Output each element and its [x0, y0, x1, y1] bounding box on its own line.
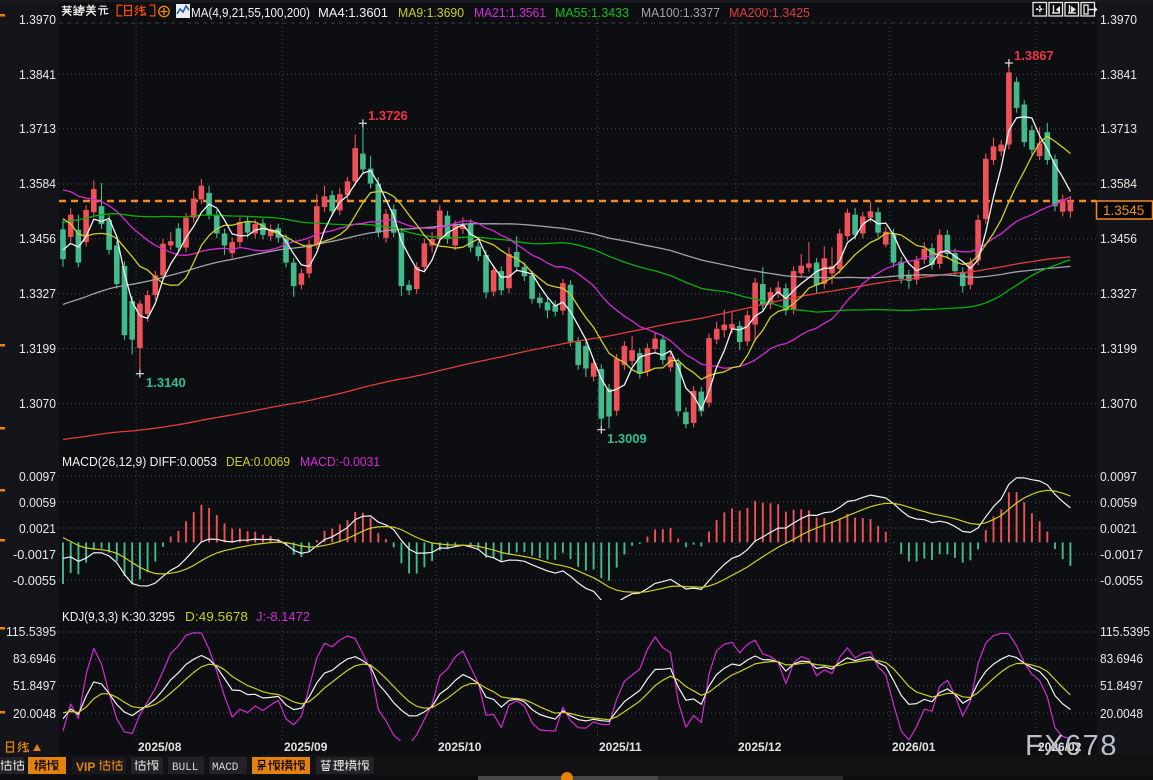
svg-text:51.8497: 51.8497 — [1100, 678, 1143, 693]
svg-text:1.3199: 1.3199 — [19, 341, 56, 356]
svg-text:1.3545: 1.3545 — [1103, 203, 1144, 218]
svg-text:MACD:-0.0031: MACD:-0.0031 — [300, 454, 380, 469]
svg-text:1.3867: 1.3867 — [1014, 48, 1054, 63]
svg-text:BULL: BULL — [172, 762, 198, 774]
svg-text:DEA:0.0069: DEA:0.0069 — [226, 454, 290, 469]
svg-text:115.5395: 115.5395 — [1100, 624, 1150, 639]
svg-text:1.3456: 1.3456 — [1100, 231, 1137, 246]
svg-text:1.3584: 1.3584 — [1100, 176, 1137, 191]
svg-text:0.0059: 0.0059 — [19, 495, 56, 510]
svg-text:MACD: MACD — [212, 762, 239, 774]
svg-text:83.6946: 83.6946 — [13, 651, 56, 666]
svg-text:1.3070: 1.3070 — [1100, 396, 1137, 411]
svg-text:2025/12: 2025/12 — [738, 740, 782, 754]
svg-text:2025/10: 2025/10 — [438, 740, 482, 754]
svg-text:MA21:1.3561: MA21:1.3561 — [474, 5, 546, 20]
svg-text:1.3327: 1.3327 — [1100, 286, 1137, 301]
svg-text:2025/08: 2025/08 — [138, 740, 182, 754]
svg-text:-0.0017: -0.0017 — [13, 547, 56, 562]
svg-text:1.3140: 1.3140 — [146, 375, 186, 390]
svg-text:MA(4,9,21,55,100,200): MA(4,9,21,55,100,200) — [191, 5, 310, 20]
svg-text:1.3584: 1.3584 — [19, 176, 56, 191]
svg-text:1.3070: 1.3070 — [19, 396, 56, 411]
svg-text:1.3713: 1.3713 — [1100, 121, 1137, 136]
svg-text:-0.0055: -0.0055 — [13, 573, 56, 588]
svg-text:1.3713: 1.3713 — [19, 121, 56, 136]
svg-text:MACD(26,12,9) DIFF:0.0053: MACD(26,12,9) DIFF:0.0053 — [62, 454, 217, 469]
svg-text:-0.0055: -0.0055 — [1100, 573, 1143, 588]
svg-text:D:49.5678: D:49.5678 — [185, 609, 248, 624]
svg-text:-0.0017: -0.0017 — [1100, 547, 1143, 562]
svg-text:2025/09: 2025/09 — [284, 740, 328, 754]
svg-text:0.0059: 0.0059 — [1100, 495, 1137, 510]
svg-text:1.3327: 1.3327 — [19, 286, 56, 301]
svg-text:MA100:1.3377: MA100:1.3377 — [641, 5, 720, 20]
svg-text:1.3841: 1.3841 — [19, 67, 56, 82]
svg-text:MA9:1.3690: MA9:1.3690 — [398, 5, 464, 20]
svg-text:1.3456: 1.3456 — [19, 231, 56, 246]
svg-text:MA4:1.3601: MA4:1.3601 — [318, 5, 388, 20]
svg-text:1.3970: 1.3970 — [1100, 12, 1137, 27]
svg-text:2026/02: 2026/02 — [1038, 740, 1082, 754]
svg-text:MA55:1.3433: MA55:1.3433 — [555, 5, 629, 20]
svg-text:1.3841: 1.3841 — [1100, 67, 1137, 82]
svg-text:1.3199: 1.3199 — [1100, 341, 1137, 356]
svg-text:0.0021: 0.0021 — [1100, 521, 1137, 536]
svg-text:MA200:1.3425: MA200:1.3425 — [729, 5, 810, 20]
svg-text:1.3970: 1.3970 — [19, 12, 56, 27]
svg-text:83.6946: 83.6946 — [1100, 651, 1143, 666]
svg-text:J:-8.1472: J:-8.1472 — [256, 609, 310, 624]
svg-text:2025/11: 2025/11 — [599, 740, 642, 754]
svg-text:0.0097: 0.0097 — [1100, 469, 1137, 484]
svg-text:2026/01: 2026/01 — [892, 740, 936, 754]
svg-text:1.3726: 1.3726 — [368, 108, 408, 123]
svg-text:0.0021: 0.0021 — [19, 521, 56, 536]
svg-text:KDJ(9,3,3) K:30.3295: KDJ(9,3,3) K:30.3295 — [62, 609, 175, 624]
svg-text:51.8497: 51.8497 — [13, 678, 56, 693]
svg-text:1.3009: 1.3009 — [607, 431, 647, 446]
svg-text:20.0048: 20.0048 — [1100, 706, 1143, 721]
svg-text:0.0097: 0.0097 — [19, 469, 56, 484]
svg-text:20.0048: 20.0048 — [13, 706, 56, 721]
svg-text:VIP: VIP — [76, 760, 95, 774]
svg-text:115.5395: 115.5395 — [6, 624, 56, 639]
